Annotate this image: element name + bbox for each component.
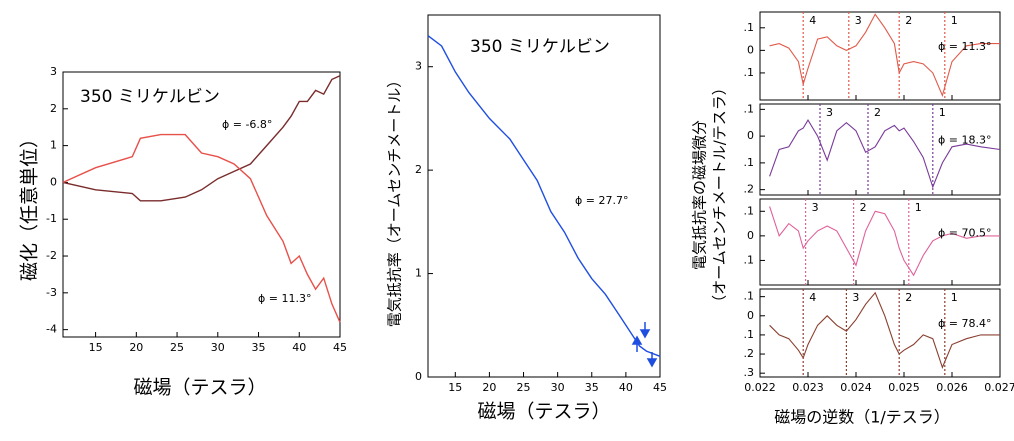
y-tick-label: 1 xyxy=(415,267,422,280)
plot-frame xyxy=(759,288,1001,378)
series-label: ϕ = 78.4° xyxy=(938,317,991,330)
y-tick-label: .1 xyxy=(744,204,755,217)
y-tick-label: -2 xyxy=(46,249,57,262)
y-axis-label: 電気抵抗率の磁場微分 xyxy=(691,120,709,270)
y-tick-label: 0 xyxy=(747,129,754,142)
y-tick-label: 2 xyxy=(50,102,57,115)
x-tick-label: 30 xyxy=(551,381,565,394)
marker-label: 2 xyxy=(860,201,867,214)
x-tick-label: 0.027 xyxy=(984,381,1014,394)
marker-label: 1 xyxy=(939,106,946,119)
data-line xyxy=(62,133,341,323)
data-line xyxy=(769,291,1000,369)
series-label: ϕ = 11.3° xyxy=(258,292,311,305)
series-label: ϕ = 11.3° xyxy=(938,40,991,53)
marker-label: 1 xyxy=(951,291,958,304)
x-tick-label: 30 xyxy=(211,341,225,354)
x-tick-label: 25 xyxy=(517,381,531,394)
y-tick-label: .1 xyxy=(744,290,755,303)
plot-frame xyxy=(759,198,1001,286)
y-tick-label: .1 xyxy=(744,102,755,115)
data-line xyxy=(62,75,341,202)
x-tick-label: 45 xyxy=(333,341,347,354)
y-tick-label: .3 xyxy=(744,366,755,379)
y-axis-label: （オームセンチメートル/テスラ） xyxy=(711,80,729,310)
plot-frame xyxy=(427,14,661,378)
x-tick-label: 0.025 xyxy=(888,381,920,394)
plot-frame xyxy=(759,11,1001,101)
x-tick-label: 15 xyxy=(89,341,103,354)
y-axis-label: 電気抵抗率（オームセンチメートル） xyxy=(386,73,404,328)
marker-label: 3 xyxy=(826,106,833,119)
marker-label: 3 xyxy=(812,201,819,214)
y-tick-label: 0 xyxy=(747,309,754,322)
y-tick-label: 0 xyxy=(50,175,57,188)
marker-label: 3 xyxy=(852,291,859,304)
y-tick-label: -3 xyxy=(46,286,57,299)
y-tick-label: 3 xyxy=(50,65,57,78)
marker-label: 2 xyxy=(874,106,881,119)
x-axis-label: 磁場の逆数（1/テスラ） xyxy=(774,408,950,427)
plot-frame xyxy=(62,71,341,338)
data-line xyxy=(769,206,1000,277)
y-tick-label: .1 xyxy=(744,21,755,34)
series-label: ϕ = 70.5° xyxy=(938,226,991,239)
y-tick-label: 0 xyxy=(747,229,754,242)
y-tick-label: -1 xyxy=(46,212,57,225)
x-tick-label: 25 xyxy=(170,341,184,354)
chart-title: 350 ミリケルビン xyxy=(80,87,220,107)
y-tick-label: 2 xyxy=(415,163,422,176)
x-axis-label: 磁場（テスラ） xyxy=(477,401,610,423)
x-tick-label: 0.023 xyxy=(792,381,824,394)
chart-title: 350 ミリケルビン xyxy=(470,37,610,57)
x-tick-label: 45 xyxy=(653,381,667,394)
x-tick-label: 0.026 xyxy=(936,381,968,394)
x-tick-label: 40 xyxy=(619,381,633,394)
y-tick-label: 0 xyxy=(415,370,422,383)
marker-label: 3 xyxy=(855,14,862,27)
x-tick-label: 15 xyxy=(448,381,462,394)
x-tick-label: 35 xyxy=(252,341,266,354)
x-axis-label: 磁場（テスラ） xyxy=(133,377,266,399)
x-tick-label: 20 xyxy=(482,381,496,394)
marker-label: 4 xyxy=(809,14,816,27)
data-line xyxy=(427,35,661,357)
y-tick-label: -4 xyxy=(46,323,57,336)
x-tick-label: 0.022 xyxy=(744,381,776,394)
y-tick-label: 1 xyxy=(50,139,57,152)
x-tick-label: 0.024 xyxy=(840,381,872,394)
marker-label: 2 xyxy=(905,14,912,27)
y-tick-label: .1 xyxy=(744,66,755,79)
y-tick-label: .2 xyxy=(744,183,755,196)
x-tick-label: 35 xyxy=(585,381,599,394)
series-label: ϕ = 27.7° xyxy=(575,194,628,207)
y-tick-label: 0 xyxy=(747,43,754,56)
series-label: ϕ = 18.3° xyxy=(938,133,991,146)
marker-label: 2 xyxy=(905,291,912,304)
data-line xyxy=(769,119,1001,189)
y-tick-label: .2 xyxy=(744,347,755,360)
y-tick-label: .1 xyxy=(744,156,755,169)
marker-label: 1 xyxy=(915,201,922,214)
series-label: ϕ = -6.8° xyxy=(222,118,272,131)
x-tick-label: 20 xyxy=(129,341,143,354)
data-line xyxy=(769,13,1000,98)
x-tick-label: 40 xyxy=(292,341,306,354)
y-tick-label: .1 xyxy=(744,328,755,341)
marker-label: 4 xyxy=(809,291,816,304)
y-tick-label: .1 xyxy=(744,253,755,266)
y-axis-label: 磁化（任意単位） xyxy=(19,129,41,281)
y-tick-label: 3 xyxy=(415,60,422,73)
arrows xyxy=(631,322,658,368)
marker-label: 1 xyxy=(951,14,958,27)
